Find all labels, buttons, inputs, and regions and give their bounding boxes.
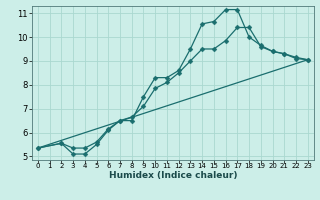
X-axis label: Humidex (Indice chaleur): Humidex (Indice chaleur): [108, 171, 237, 180]
